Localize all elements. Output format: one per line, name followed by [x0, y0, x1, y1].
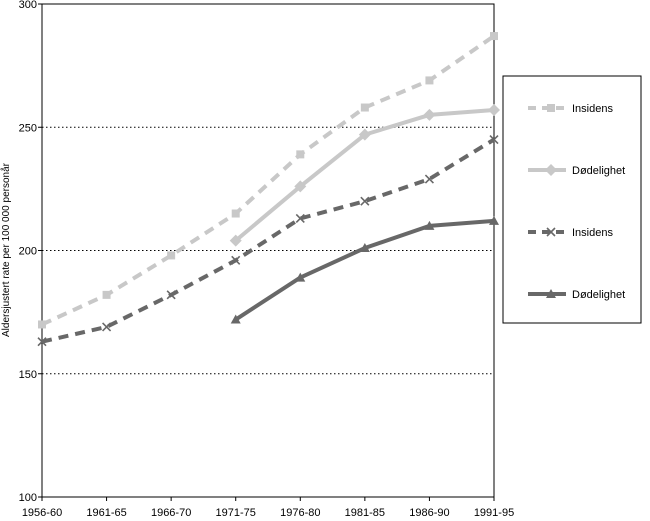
data-point	[167, 251, 176, 260]
y-tick-label: 300	[19, 0, 37, 11]
axes: 100 150 200 250 300 1956-60 1961-65 1966-70 1971…	[19, 0, 515, 519]
y-tick-label: 100	[19, 492, 37, 504]
data-point	[102, 322, 112, 332]
data-point	[489, 135, 499, 145]
data-point	[38, 320, 46, 329]
legend-label: Dødelighet	[572, 165, 625, 177]
data-point	[488, 103, 500, 116]
y-tick-label: 150	[19, 369, 37, 381]
series-1	[38, 32, 498, 329]
data-point	[296, 150, 305, 159]
series-3	[37, 135, 499, 347]
legend-entry: Dødelighet	[528, 289, 625, 301]
legend-entry: Insidens	[528, 227, 613, 239]
data-point	[231, 255, 241, 265]
y-tick-label: 200	[19, 246, 37, 258]
legend-marker	[545, 164, 557, 176]
x-tick-label: 1966-70	[151, 507, 191, 519]
legend-marker	[546, 289, 556, 298]
legend-entry: Insidens	[528, 103, 613, 115]
data-point	[425, 76, 434, 85]
x-tick-label: 1976-80	[280, 507, 320, 519]
x-tick-label: 1991-95	[474, 507, 514, 519]
data-point	[37, 337, 47, 347]
data-point	[358, 128, 371, 141]
data-point	[489, 215, 499, 225]
data-point	[166, 290, 176, 300]
gridlines	[42, 126, 494, 375]
series-4	[230, 215, 499, 324]
x-tick-label: 1971-75	[216, 507, 256, 519]
legend-box	[502, 75, 642, 324]
data-point	[295, 213, 305, 224]
x-tick-label: 1956-60	[22, 507, 62, 519]
series-line	[41, 34, 496, 327]
data-point	[229, 234, 242, 247]
data-point	[423, 108, 436, 121]
data-point	[102, 290, 111, 299]
data-point	[231, 209, 240, 218]
data-point	[490, 32, 498, 41]
legend-marker	[546, 227, 556, 237]
data-point	[360, 103, 369, 112]
y-axis-title: Aldersjustert rate per 100 000 personår	[0, 162, 12, 337]
x-tick-label: 1961-65	[86, 507, 126, 519]
data-point	[230, 314, 241, 324]
data-point	[424, 174, 434, 184]
x-tick-label: 1981-85	[345, 507, 385, 519]
data-point	[294, 180, 307, 193]
x-tick-label: 1986-90	[409, 507, 449, 519]
data-point	[360, 196, 370, 206]
legend-label: Insidens	[572, 103, 613, 115]
data-point	[359, 243, 370, 253]
series-group	[37, 32, 500, 347]
data-point	[295, 272, 306, 282]
series-line	[41, 137, 496, 344]
y-tick-label: 250	[19, 122, 37, 134]
legend-label: Dødelighet	[572, 289, 625, 301]
legend-entry: Dødelighet	[528, 164, 625, 177]
legend: Insidens Dødelighet Insidens Dødelighet	[502, 75, 642, 324]
legend-label: Insidens	[572, 227, 613, 239]
data-point	[424, 220, 435, 230]
series-2	[229, 103, 500, 247]
legend-marker	[547, 104, 555, 112]
